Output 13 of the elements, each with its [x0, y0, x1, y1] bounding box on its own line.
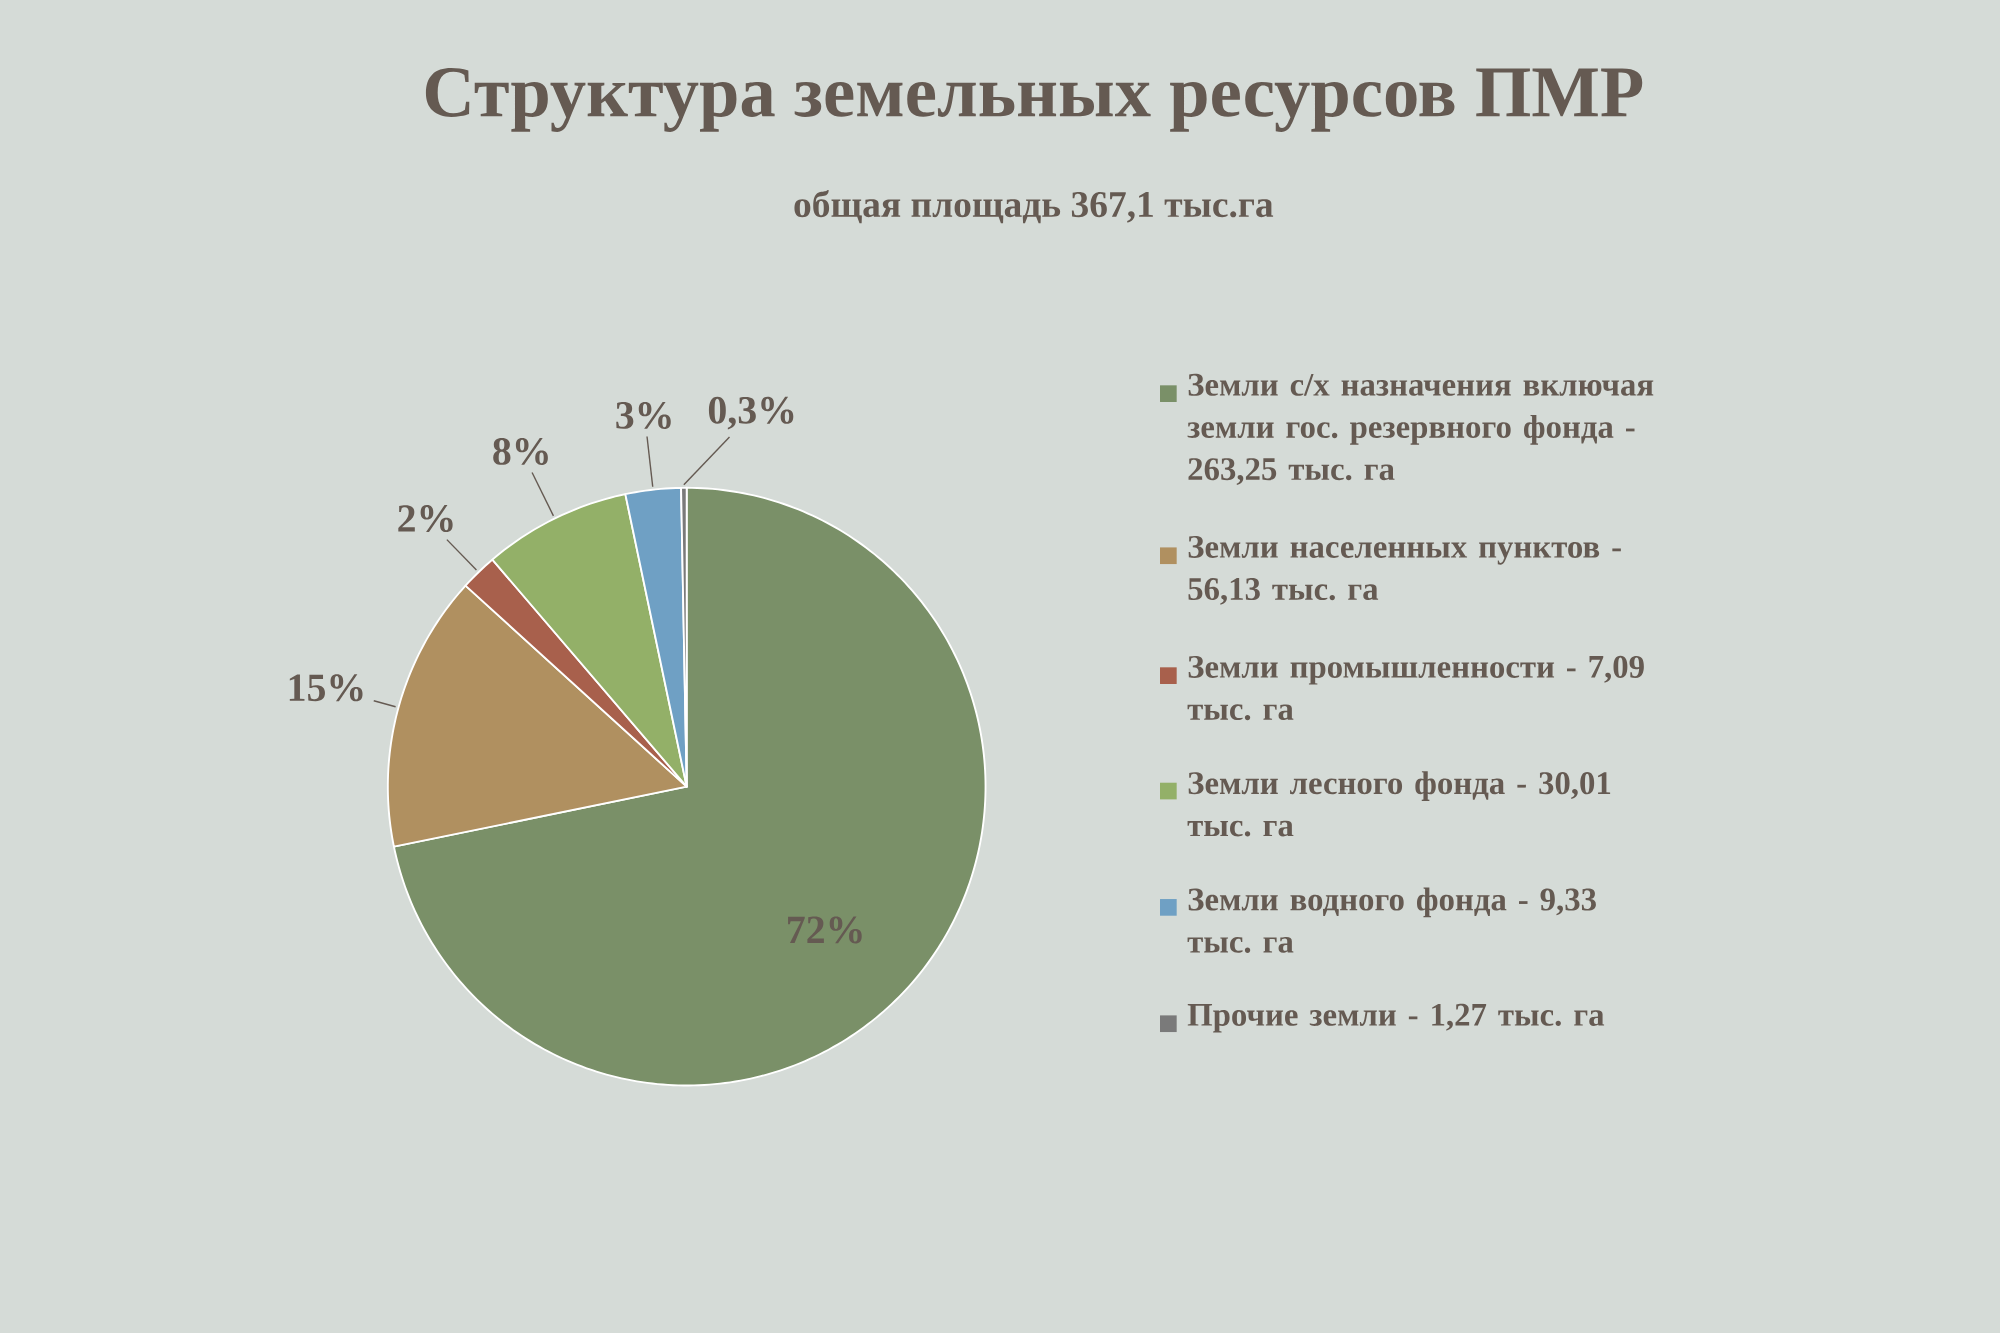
data-label: 8% — [493, 437, 548, 465]
legend-label: Земли водного фонда - 9,33 тыс. га — [1187, 887, 1596, 953]
chart-title: Структура земельных ресурсов ПМР — [425, 67, 1643, 132]
data-label: 0,3% — [708, 396, 794, 430]
chart-subtitle: общая площадь 367,1 тыс.га — [794, 189, 1274, 224]
legend-label: Прочие земли - 1,27 тыс. га — [1187, 1003, 1605, 1033]
legend-label: Земли лесного фонда - 30,01 тыс. га — [1187, 771, 1611, 837]
legend-label: Земли с/х назначения включая земли гос. резервного фонда - 263,25 тыс. га — [1187, 373, 1654, 485]
legend-label: Земли населенных пунктов - 56,13 тыс. га — [1188, 535, 1621, 605]
data-label: 3% — [616, 401, 671, 429]
data-label: 15% — [289, 674, 363, 702]
data-label: 2% — [398, 504, 453, 532]
legend-label: Земли промышленности - 7,09 тыс. га — [1187, 655, 1644, 721]
